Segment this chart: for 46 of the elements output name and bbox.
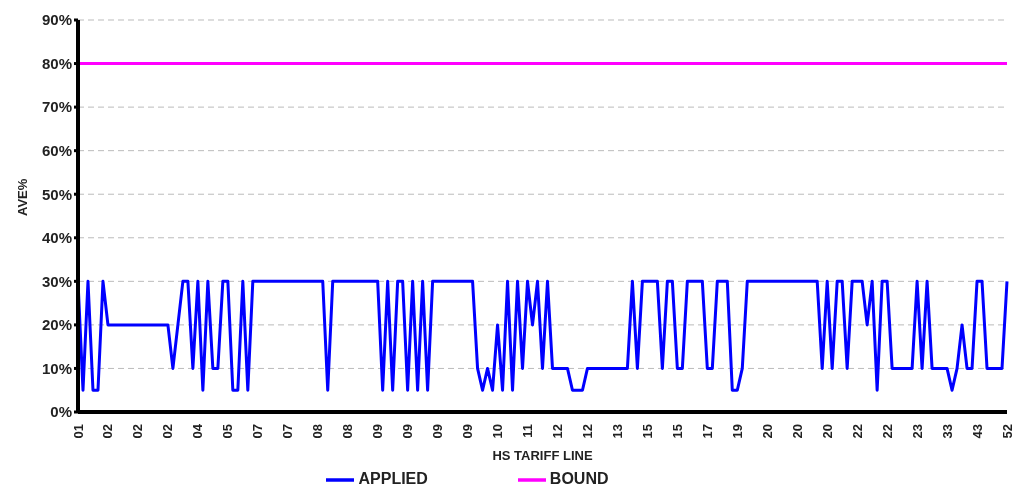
x-tick-label: 09 [400,424,416,439]
x-tick-label: 04 [190,423,206,439]
x-tick-label: 15 [639,424,655,439]
x-tick-label: 20 [819,424,835,439]
x-tick-label: 02 [130,424,146,439]
y-tick-label: 40% [41,229,72,247]
y-axis-title: AVE% [14,178,30,216]
x-tick-label: 09 [460,424,476,439]
x-tick-label: 15 [669,424,685,439]
x-tick-label: 02 [100,424,116,439]
x-tick-label: 11 [520,424,536,438]
x-tick-label: 13 [609,424,625,439]
y-tick-label: 90% [41,11,72,29]
x-tick-label: 33 [939,424,955,439]
x-tick-label: 08 [340,424,356,439]
x-tick-label: 52 [999,424,1015,439]
x-tick-label: 20 [759,424,775,439]
x-tick-label: 43 [969,424,985,439]
y-tick-label: 0% [50,403,72,421]
y-tick-label: 20% [41,316,72,334]
y-tick-label: 30% [41,272,72,290]
x-tick-label: 12 [579,424,595,439]
x-axis-title: HS TARIFF LINE [492,448,593,463]
legend-label: APPLIED [358,470,428,488]
x-tick-label: 05 [220,424,236,439]
x-tick-label: 19 [729,424,745,439]
x-tick-label: 08 [310,424,326,439]
x-tick-label: 07 [280,424,296,439]
y-tick-label: 70% [41,98,72,116]
y-tick-label: 50% [41,185,72,203]
x-tick-label: 07 [250,424,266,439]
y-tick-label: 60% [41,141,72,159]
x-tick-label: 23 [909,424,925,439]
x-tick-label: 01 [70,424,86,439]
x-tick-label: 22 [849,424,865,439]
y-tick-label: 80% [41,54,72,72]
x-tick-label: 22 [879,424,895,439]
x-tick-label: 12 [549,424,565,439]
x-tick-label: 02 [160,424,176,439]
x-tick-label: 10 [490,424,506,439]
x-tick-label: 20 [789,424,805,439]
x-tick-label: 17 [699,424,715,439]
y-tick-label: 10% [41,359,72,377]
x-tick-label: 09 [430,424,446,439]
x-tick-label: 09 [370,424,386,439]
legend-label: BOUND [549,470,609,488]
